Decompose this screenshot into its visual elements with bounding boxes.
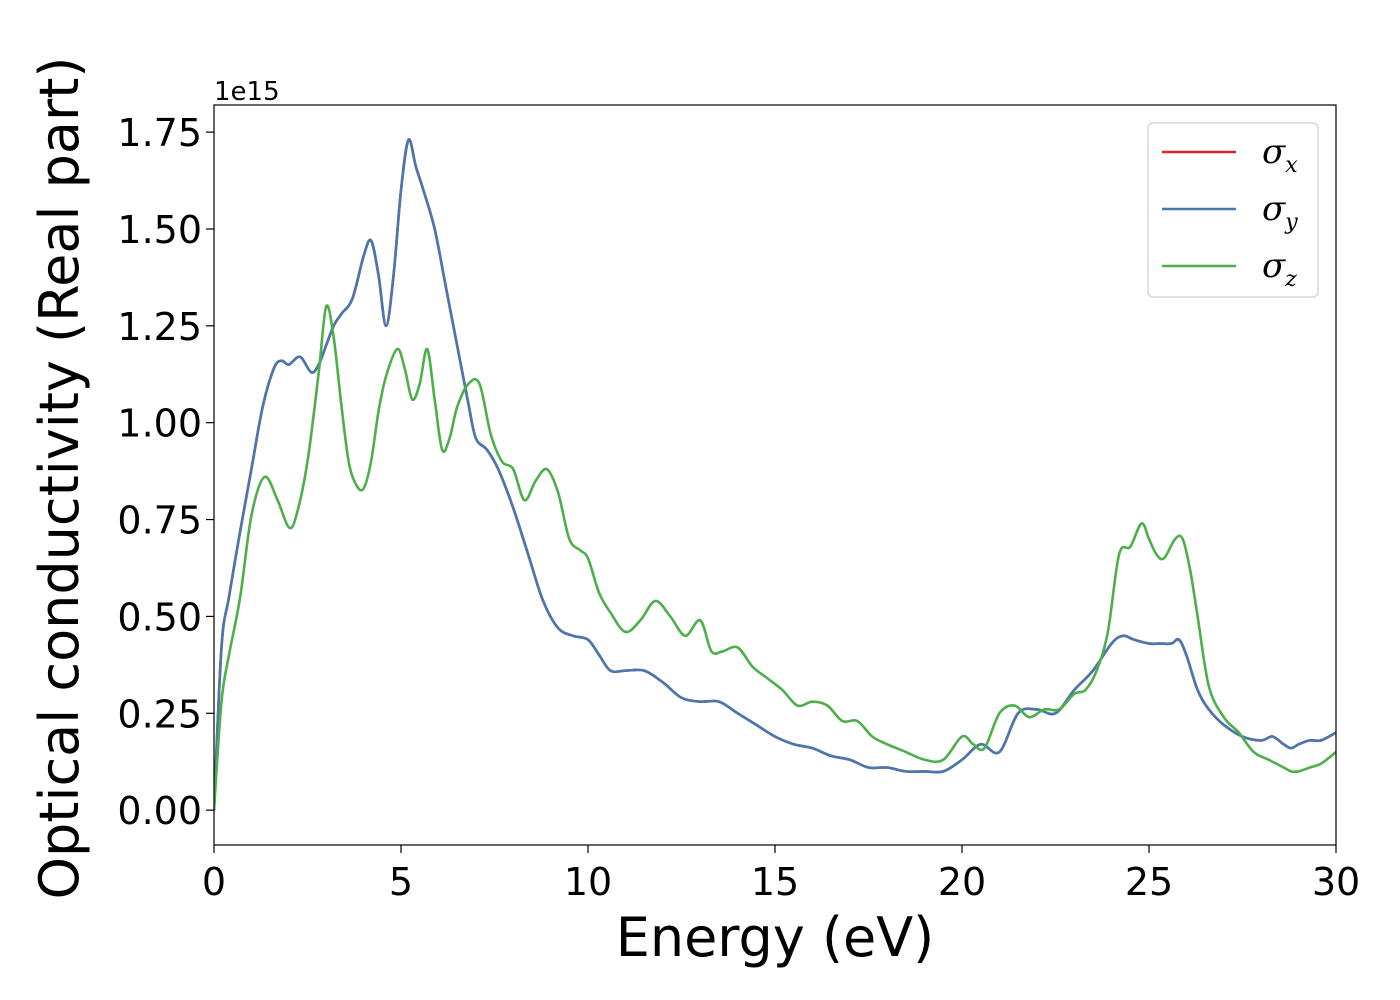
x-tick-label: 25 (1125, 860, 1173, 904)
x-tick-label: 30 (1312, 860, 1360, 904)
y-offset-label: 1e15 (214, 77, 280, 107)
x-tick-label: 5 (389, 860, 413, 904)
y-tick-label: 0.00 (117, 789, 202, 833)
series-line-sigma-z (214, 304, 1336, 811)
y-tick-label: 1.00 (117, 402, 202, 446)
series-line-sigma-y (214, 138, 1336, 811)
x-tick-label: 20 (938, 860, 986, 904)
x-tick-label: 0 (202, 860, 226, 904)
y-tick-label: 1.25 (117, 305, 202, 349)
x-axis: 0 5 10 15 20 25 30 (202, 845, 1360, 904)
x-axis-title: Energy (eV) (616, 906, 935, 969)
series-layer (214, 138, 1336, 811)
y-axis: 0.00 0.25 0.50 0.75 1.00 1.25 1.50 1.75 (117, 111, 214, 833)
y-tick-label: 1.75 (117, 111, 202, 155)
y-axis-title: Optical conductivity (Real part) (28, 57, 91, 900)
y-tick-label: 0.25 (117, 692, 202, 736)
x-tick-label: 15 (751, 860, 799, 904)
x-tick-label: 10 (564, 860, 612, 904)
y-tick-label: 0.75 (117, 499, 202, 543)
y-tick-label: 0.50 (117, 595, 202, 639)
y-tick-label: 1.50 (117, 208, 202, 252)
